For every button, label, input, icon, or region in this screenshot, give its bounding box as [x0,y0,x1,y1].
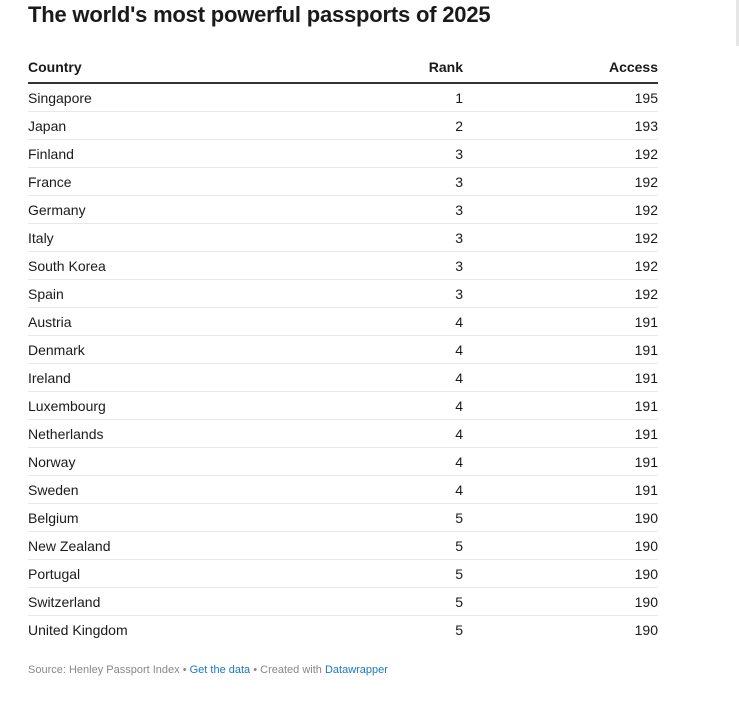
rank-cell: 4 [328,419,463,448]
rank-cell: 3 [328,223,463,252]
rank-cell: 3 [328,167,463,196]
table-row: Switzerland 5 190 [28,587,658,616]
rank-cell: 1 [328,83,463,112]
access-cell: 191 [463,363,658,392]
country-cell: South Korea [28,251,328,280]
rank-cell: 4 [328,475,463,504]
table-row: Luxembourg 4 191 [28,391,658,420]
rank-cell: 5 [328,587,463,616]
table-row: Belgium 5 190 [28,503,658,532]
country-cell: Finland [28,139,328,168]
access-cell: 192 [463,223,658,252]
rank-cell: 4 [328,335,463,364]
access-cell: 192 [463,139,658,168]
rank-cell: 5 [328,531,463,560]
country-cell: Denmark [28,335,328,364]
column-header-access[interactable]: Access [463,52,658,84]
access-cell: 190 [463,503,658,532]
datawrapper-link[interactable]: Datawrapper [324,664,388,676]
access-cell: 191 [463,391,658,420]
access-cell: 192 [463,251,658,280]
table-row: Japan 2 193 [28,111,658,140]
table-row: Finland 3 192 [28,139,658,168]
country-cell: Sweden [28,475,328,504]
country-cell: Netherlands [28,419,328,448]
country-cell: Portugal [28,559,328,588]
country-cell: Germany [28,195,328,224]
access-cell: 192 [463,195,658,224]
access-cell: 191 [463,447,658,476]
access-cell: 190 [634,621,658,638]
access-cell: 190 [463,587,658,616]
rank-cell: 2 [328,111,463,140]
access-cell: 192 [463,167,658,196]
table-row: Italy 3 192 [28,223,658,252]
rank-cell: 3 [328,251,463,280]
chart-footer: Source: Henley Passport Index • Get the … [28,663,388,677]
source-note: Source: Henley Passport Index • [28,664,187,676]
table-row: New Zealand 5 190 [28,531,658,560]
country-cell: Norway [28,447,328,476]
table-row: Denmark 4 191 [28,335,658,364]
country-cell: New Zealand [28,531,328,560]
passport-table: Country Rank Access Singapore 1 195 Japan 2 1… [28,52,658,643]
country-cell: Luxembourg [28,391,328,420]
country-cell: United Kingdom [28,621,128,638]
country-cell: Austria [28,307,328,336]
table-row: France 3 192 [28,167,658,196]
rank-cell: 4 [328,447,463,476]
table-row: Spain 3 192 [28,279,658,308]
country-cell: Belgium [28,503,328,532]
table-row: Singapore 1 195 [28,83,658,112]
rank-cell: 5 [328,503,463,532]
table-row: Ireland 4 191 [28,363,658,392]
access-cell: 193 [463,111,658,140]
table-row: Germany 3 192 [28,195,658,224]
country-cell: Switzerland [28,587,328,616]
table-row: United Kingdom 5 190 [28,616,658,644]
access-cell: 192 [463,279,658,308]
table-row: Norway 4 191 [28,447,658,476]
country-cell: Singapore [28,83,328,112]
rank-cell: 3 [328,139,463,168]
table-header-row: Country Rank Access [28,52,658,84]
access-cell: 190 [463,559,658,588]
rank-cell: 4 [328,363,463,392]
country-cell: Italy [28,223,328,252]
table-row: Austria 4 191 [28,307,658,336]
access-cell: 191 [463,475,658,504]
chart-title: The world's most powerful passports of 2… [28,2,491,27]
rank-cell: 4 [328,391,463,420]
rank-cell: 3 [328,279,463,308]
column-header-country[interactable]: Country [28,52,328,84]
created-with-text: • Created with [253,664,322,676]
column-header-rank[interactable]: Rank [328,52,463,84]
access-cell: 191 [463,307,658,336]
country-cell: France [28,167,328,196]
rank-cell: 3 [328,195,463,224]
access-cell: 190 [463,531,658,560]
rank-cell: 5 [455,621,463,638]
access-cell: 195 [463,83,658,112]
country-cell: Ireland [28,363,328,392]
table-row: South Korea 3 192 [28,251,658,280]
country-cell: Spain [28,279,328,308]
table-body: Singapore 1 195 Japan 2 193 Finland 3 192 France 3… [28,83,658,643]
get-the-data-link[interactable]: Get the data [189,664,251,676]
table-row: Sweden 4 191 [28,475,658,504]
access-cell: 191 [463,335,658,364]
table-row: Netherlands 4 191 [28,419,658,448]
country-cell: Japan [28,111,328,140]
scrollbar-edge [736,0,739,46]
rank-cell: 5 [328,559,463,588]
table-row: Portugal 5 190 [28,559,658,588]
access-cell: 191 [463,419,658,448]
rank-cell: 4 [328,307,463,336]
